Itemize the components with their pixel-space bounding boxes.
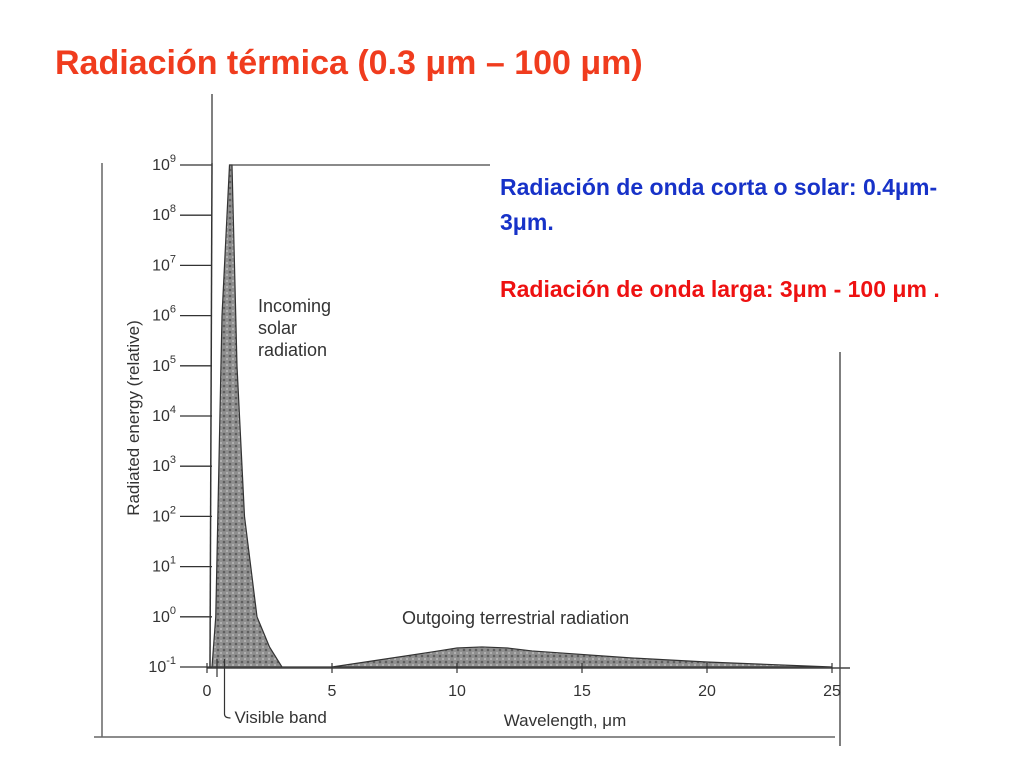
visible-band-leader xyxy=(223,677,231,719)
short-wave-note: Radiación de onda corta o solar: 0.4μm-3… xyxy=(500,174,938,235)
y-tick-label-2: 101 xyxy=(152,555,176,576)
annotation-visible-band: Visible band xyxy=(235,708,327,727)
y-tick-label-5: 104 xyxy=(152,404,176,425)
axes-layer xyxy=(180,164,850,719)
x-tick-label-3: 15 xyxy=(573,683,591,700)
x-axis-label: Wavelength, μm xyxy=(504,711,627,730)
y-tick-label-1: 100 xyxy=(152,605,176,626)
annotation-incoming-line-0: Incoming xyxy=(258,296,331,316)
x-tick-label-1: 5 xyxy=(328,683,337,700)
chart-frame xyxy=(94,94,841,746)
y-tick-label-10: 109 xyxy=(152,153,176,174)
y-tick-label-0: 10-1 xyxy=(148,655,176,676)
annotation-incoming-line-2: radiation xyxy=(258,340,327,360)
y-tick-label-9: 108 xyxy=(152,203,176,224)
curve-incoming-solar xyxy=(211,164,284,668)
y-axis-line xyxy=(209,162,213,668)
annotation-incoming-line-1: solar xyxy=(258,318,297,338)
y-tick-label-3: 102 xyxy=(152,504,176,525)
x-tick-label-2: 10 xyxy=(448,683,466,700)
x-tick-label-0: 0 xyxy=(203,683,212,700)
long-wave-note: Radiación de onda larga: 3μm - 100 μm . xyxy=(500,276,940,302)
x-tick-label-4: 20 xyxy=(698,683,716,700)
curve-outgoing-terrestrial xyxy=(282,646,833,668)
y-axis-label: Radiated energy (relative) xyxy=(124,320,143,516)
y-tick-label-8: 107 xyxy=(152,253,176,274)
x-tick-label-5: 25 xyxy=(823,683,841,700)
y-tick-label-6: 105 xyxy=(152,354,176,375)
slide-title: Radiación térmica (0.3 μm – 100 μm) xyxy=(55,44,643,82)
curve-layer xyxy=(211,164,833,668)
annotation-outgoing: Outgoing terrestrial radiation xyxy=(402,608,629,628)
y-tick-label-7: 106 xyxy=(152,304,176,325)
y-tick-label-4: 103 xyxy=(152,454,176,475)
